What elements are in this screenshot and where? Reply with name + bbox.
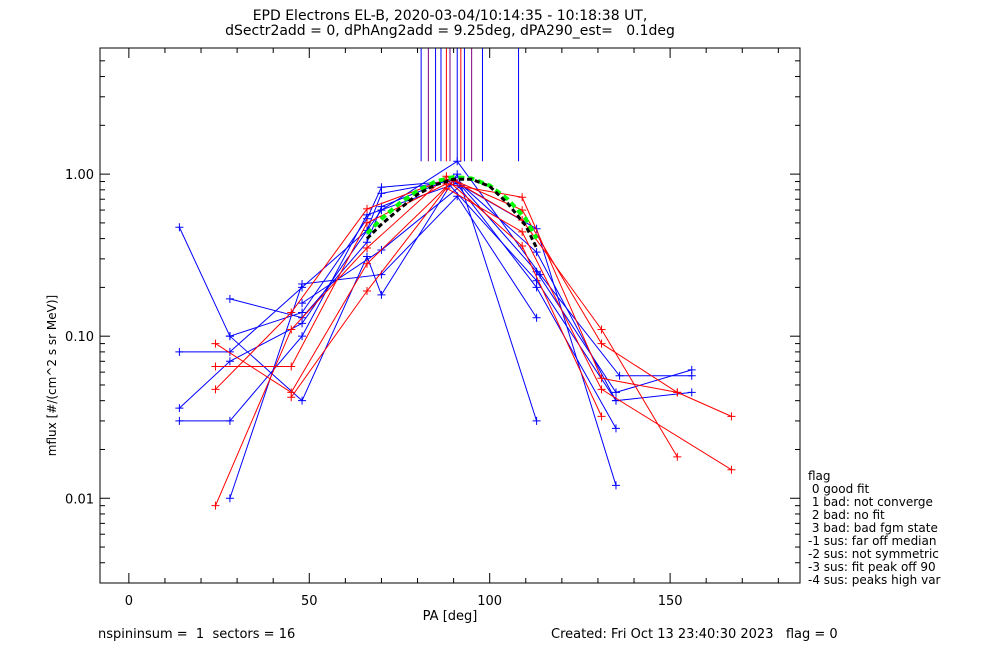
data-point — [532, 248, 541, 257]
data-point — [673, 452, 682, 461]
data-point — [298, 279, 307, 288]
series-line — [179, 160, 692, 409]
series-line — [179, 182, 617, 486]
data-point — [211, 339, 220, 348]
data-point — [225, 347, 234, 356]
data-point — [597, 339, 606, 348]
data-point — [518, 227, 527, 236]
data-point — [611, 481, 620, 490]
flag-legend: flag 0 good fit 1 bad: not converge 2 ba… — [808, 470, 940, 587]
data-point — [175, 347, 184, 356]
footer-created-info: Created: Fri Oct 13 23:40:30 2023 flag =… — [551, 627, 838, 642]
data-point — [225, 357, 234, 366]
data-point — [687, 388, 696, 397]
y-tick-label: 0.01 — [65, 492, 94, 507]
flag-legend-item: 1 bad: not converge — [808, 495, 933, 509]
data-point — [518, 193, 527, 202]
data-point — [453, 170, 462, 179]
data-point — [518, 242, 527, 251]
data-point — [532, 416, 541, 425]
data-point — [175, 416, 184, 425]
series-line — [178, 181, 617, 401]
data-point — [597, 385, 606, 394]
data-point — [225, 416, 234, 425]
data-point — [532, 313, 541, 322]
data-point — [287, 393, 296, 402]
data-point — [611, 388, 620, 397]
x-axis-label: PA [deg] — [423, 609, 478, 624]
chart-title-line2: dSectr2add = 0, dPhAng2add = 9.25deg, dP… — [225, 23, 675, 39]
data-point — [211, 385, 220, 394]
series-line — [215, 175, 678, 506]
data-point — [211, 501, 220, 510]
flag-legend-item: -1 sus: far off median — [808, 534, 937, 548]
data-point — [175, 223, 184, 232]
y-axis-label: mflux [#/(cm^2 s sr MeV)] — [45, 295, 59, 456]
data-point — [363, 287, 372, 296]
data-point — [597, 325, 606, 334]
data-point — [442, 184, 451, 193]
series-line — [301, 184, 692, 393]
data-point — [225, 294, 234, 303]
x-tick-label: 50 — [301, 594, 318, 609]
series-line — [229, 195, 538, 499]
data-point — [225, 332, 234, 341]
y-tick-label: 0.10 — [65, 330, 94, 345]
y-tick-label: 1.00 — [65, 168, 94, 183]
flag-legend-item: 3 bad: bad fgm state — [808, 521, 938, 535]
data-point — [727, 465, 736, 474]
series-line — [179, 179, 617, 429]
flag-legend-item: 0 good fit — [808, 482, 870, 496]
flag-legend-item: -2 sus: not symmetric — [808, 547, 939, 561]
data-point — [298, 396, 307, 405]
series-line — [290, 187, 732, 471]
data-point — [225, 494, 234, 503]
x-tick-label: 0 — [125, 594, 133, 609]
series-line — [229, 172, 538, 422]
data-point — [727, 412, 736, 421]
flag-legend-item: -4 sus: peaks high var — [808, 573, 941, 587]
flag-legend-item: -3 sus: fit peak off 90 — [808, 560, 936, 574]
data-point — [377, 189, 386, 198]
data-point — [597, 374, 606, 383]
footer-spin-info: nspininsum = 1 sectors = 16 — [98, 627, 296, 642]
fit-curve-black — [365, 177, 538, 249]
fit-curve-green — [365, 174, 539, 240]
data-point — [377, 290, 386, 299]
data-point — [298, 332, 307, 341]
data-point — [298, 299, 307, 308]
data-point — [615, 371, 624, 380]
data-point — [175, 404, 184, 413]
flag-legend-item: 2 bad: no fit — [808, 508, 885, 522]
x-tick-label: 100 — [477, 594, 502, 609]
data-point — [532, 224, 541, 233]
data-point — [363, 204, 372, 213]
series-line — [215, 179, 732, 417]
data-point — [363, 218, 372, 227]
data-point — [453, 157, 462, 166]
plot-frame — [99, 47, 801, 584]
data-point — [363, 259, 372, 268]
data-point — [363, 244, 372, 253]
data-point — [532, 283, 541, 292]
data-point — [287, 325, 296, 334]
data-point — [597, 412, 606, 421]
series-line — [229, 177, 692, 402]
data-point — [687, 365, 696, 374]
flag-legend-title: flag — [808, 469, 831, 483]
data-point — [673, 388, 682, 397]
data-point — [287, 362, 296, 371]
data-point — [211, 362, 220, 371]
data-point — [611, 424, 620, 433]
data-point — [287, 308, 296, 317]
series-line — [215, 178, 602, 417]
x-tick-label: 150 — [658, 594, 683, 609]
chart-title-line1: EPD Electrons EL-B, 2020-03-04/10:14:35 … — [252, 8, 648, 24]
